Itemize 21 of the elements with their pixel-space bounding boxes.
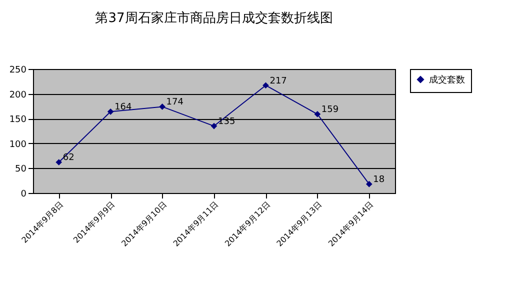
point	[159, 104, 166, 110]
y-tick-label: 200	[9, 90, 27, 100]
data-label: 62	[62, 153, 74, 164]
y-tick-label: 250	[9, 66, 27, 76]
chart-title: 第37周石家庄市商品房日成交套数折线图	[95, 10, 333, 26]
y-tick-label: 150	[9, 115, 27, 126]
y-tick-label: 50	[15, 164, 27, 175]
data-label: 159	[321, 105, 339, 116]
point	[210, 122, 218, 130]
point	[107, 108, 114, 115]
point	[366, 180, 372, 188]
point	[56, 159, 62, 166]
point	[262, 82, 269, 89]
point	[314, 110, 321, 118]
legend-label: 成交套数	[429, 74, 465, 86]
data-label: 18	[373, 175, 385, 186]
y-tick-label: 100	[9, 140, 27, 150]
data-label: 164	[114, 102, 132, 113]
data-label: 217	[270, 76, 287, 86]
y-tick-label: 0	[20, 190, 27, 200]
data-label: 174	[166, 98, 184, 108]
